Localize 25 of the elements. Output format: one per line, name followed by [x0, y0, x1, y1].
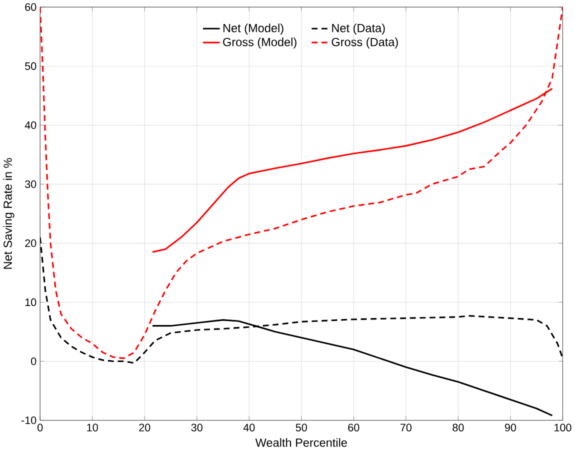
- x-tick-label: 10: [87, 424, 98, 432]
- x-tick-label: 50: [296, 424, 307, 432]
- x-tick-label: 80: [452, 424, 464, 432]
- x-tick-label: 90: [504, 424, 516, 432]
- legend-label: Gross (Data): [332, 38, 398, 48]
- x-tick-label: 20: [139, 424, 150, 432]
- legend-label: Gross (Model): [223, 38, 296, 48]
- x-tick-label: 30: [191, 424, 202, 432]
- y-tick-label: 50: [25, 62, 36, 70]
- legend-label: Net (Model): [223, 24, 284, 35]
- x-axis-title: Wealth Percentile: [255, 438, 347, 447]
- y-tick-label: 30: [25, 180, 36, 188]
- legend-label: Net (Data): [332, 24, 385, 35]
- x-tick-label: 100: [554, 424, 572, 432]
- y-tick-label: 0: [31, 357, 36, 366]
- y-tick-label: 10: [25, 298, 36, 306]
- y-tick-label: 60: [25, 3, 36, 11]
- y-tick-label: -10: [21, 416, 36, 424]
- x-tick-label: 0: [38, 424, 43, 432]
- y-tick-label: 20: [25, 239, 36, 247]
- y-axis-title: Net Saving Rate in %: [3, 158, 14, 269]
- x-tick-label: 60: [348, 424, 360, 432]
- y-tick-label: 40: [24, 121, 36, 129]
- x-tick-label: 40: [243, 424, 255, 432]
- x-tick-label: 70: [400, 424, 412, 432]
